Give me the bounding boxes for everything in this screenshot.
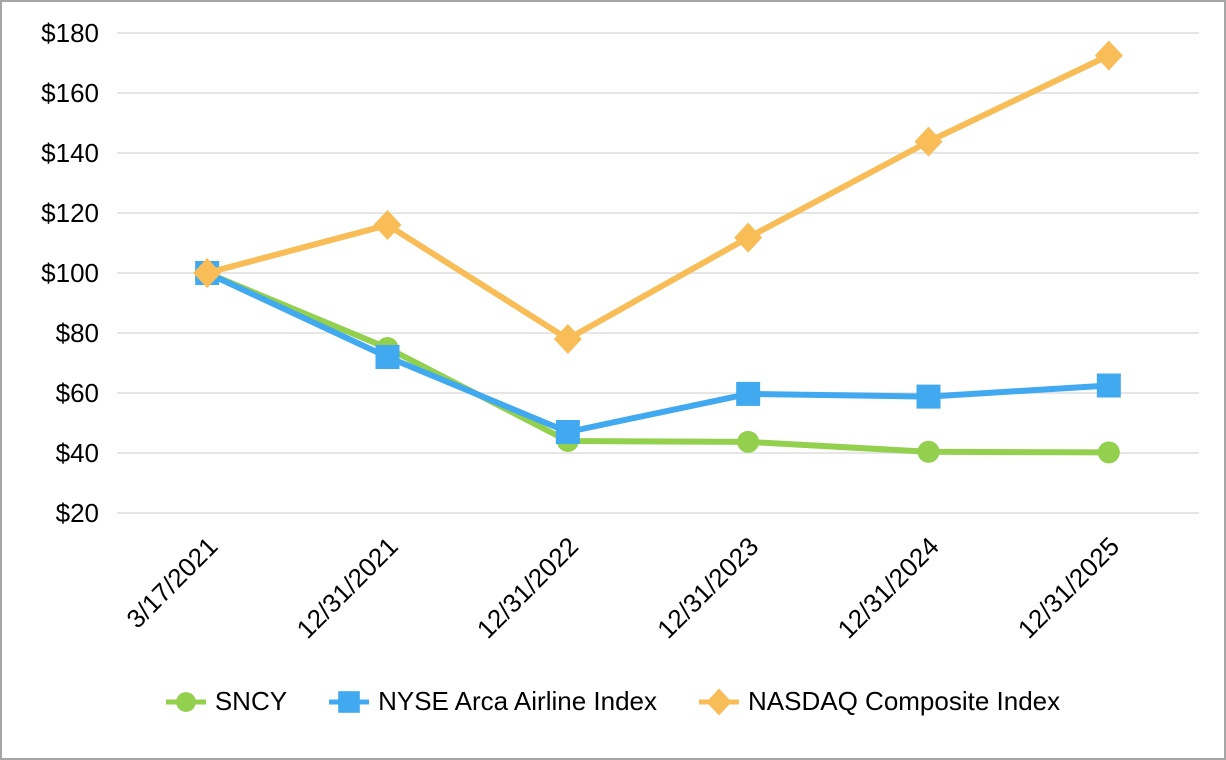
y-axis-tick-label: $140 bbox=[41, 138, 99, 168]
x-axis-tick-label: 12/31/2021 bbox=[291, 531, 404, 644]
x-axis-tick-label: 3/17/2021 bbox=[120, 531, 223, 634]
series-line bbox=[204, 52, 1112, 342]
data-point-marker bbox=[1097, 441, 1120, 464]
legend-label-nyse: NYSE Arca Airline Index bbox=[378, 686, 658, 716]
legend-item-sncy: SNCY bbox=[165, 686, 288, 717]
chart-legend: SNCY NYSE Arca Airline Index NASDAQ Comp… bbox=[2, 686, 1224, 717]
y-axis-tick-label: $20 bbox=[56, 498, 99, 528]
y-axis-tick-label: $160 bbox=[41, 78, 99, 108]
data-point-marker bbox=[917, 440, 940, 463]
data-point-marker bbox=[193, 258, 222, 288]
y-axis-tick-label: $40 bbox=[56, 438, 99, 468]
data-point-marker bbox=[734, 222, 763, 253]
nasdaq-diamond-marker-icon bbox=[699, 688, 740, 715]
data-point-marker bbox=[375, 345, 400, 369]
x-axis-tick-label: 12/31/2024 bbox=[832, 531, 945, 644]
x-axis-tick-label: 12/31/2025 bbox=[1012, 531, 1125, 644]
data-point-marker bbox=[706, 688, 732, 715]
data-point-marker bbox=[914, 126, 943, 157]
sncy-circle-marker-icon bbox=[165, 691, 206, 712]
series-line bbox=[204, 270, 1112, 435]
y-axis-tick-label: $80 bbox=[56, 318, 99, 348]
data-point-marker bbox=[555, 420, 580, 444]
x-axis-tick-label: 12/31/2022 bbox=[471, 531, 584, 644]
data-point-marker bbox=[175, 691, 196, 712]
legend-item-nyse-arca-airline-index: NYSE Arca Airline Index bbox=[329, 686, 657, 717]
series-SNCY bbox=[196, 262, 1120, 464]
legend-label-sncy: SNCY bbox=[214, 686, 288, 716]
data-point-marker bbox=[553, 324, 582, 354]
data-point-marker bbox=[736, 381, 761, 406]
y-axis-tick-label: $100 bbox=[41, 258, 99, 288]
series-line bbox=[204, 270, 1112, 456]
y-axis-tick-label: $120 bbox=[41, 198, 99, 228]
data-point-marker bbox=[1094, 40, 1123, 71]
y-axis-tick-label: $60 bbox=[56, 378, 99, 408]
data-point-marker bbox=[1096, 373, 1121, 398]
data-point-marker bbox=[338, 690, 360, 713]
y-axis-tick-label: $180 bbox=[41, 18, 99, 48]
legend-item-nasdaq-composite-index: NASDAQ Composite Index bbox=[699, 686, 1060, 717]
data-point-marker bbox=[916, 384, 941, 409]
legend-label-nasdaq: NASDAQ Composite Index bbox=[748, 686, 1061, 716]
x-axis-tick-label: 12/31/2023 bbox=[651, 531, 764, 644]
series-NASDAQ Composite Index bbox=[193, 40, 1123, 354]
data-point-marker bbox=[737, 430, 760, 453]
data-point-marker bbox=[373, 210, 402, 240]
nyse-square-marker-icon bbox=[329, 690, 370, 713]
